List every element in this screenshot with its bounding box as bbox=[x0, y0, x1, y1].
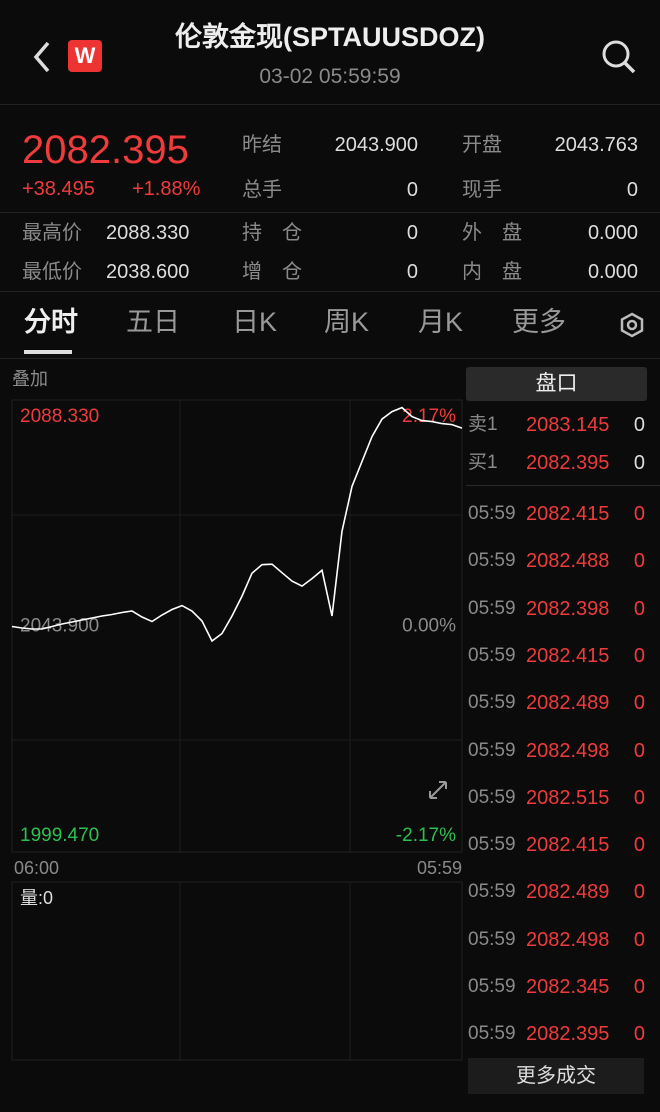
tab[interactable]: 日K bbox=[232, 307, 278, 337]
price-chart: 06:00 05:59 量:0 2088.3302043.9001999.470… bbox=[11, 399, 463, 1061]
trade-volume: 0 bbox=[633, 739, 645, 762]
stat-label: 现手 bbox=[462, 179, 502, 201]
stat-label: 开盘 bbox=[462, 134, 502, 156]
trade-volume: 0 bbox=[633, 692, 645, 715]
title: 伦敦金现(SPTAUUSDOZ) bbox=[175, 22, 485, 52]
overlay-button[interactable]: 叠加 bbox=[12, 369, 48, 389]
more-trades-button[interactable]: 更多成交 bbox=[468, 1058, 644, 1094]
time: 03-02 05:59:59 bbox=[259, 65, 401, 88]
price: 2082.395 bbox=[22, 128, 189, 172]
trade-price: 2082.498 bbox=[526, 739, 610, 762]
x-tick-label: 05:59 bbox=[417, 858, 462, 878]
x-tick-label: 06:00 bbox=[14, 858, 59, 878]
trade-time: 05:59 bbox=[468, 739, 516, 761]
trade-volume: 0 bbox=[633, 1023, 645, 1046]
settings-button[interactable] bbox=[618, 311, 646, 339]
trade-time: 05:59 bbox=[468, 976, 516, 997]
stat-label: 外 盘 bbox=[462, 222, 522, 244]
stat-label: 增 仓 bbox=[242, 261, 302, 283]
y2-tick-label: 2.17% bbox=[402, 406, 456, 427]
price-line bbox=[11, 406, 463, 643]
trade-price: 2082.415 bbox=[526, 644, 610, 667]
change: +38.495 bbox=[22, 178, 95, 200]
logo: W bbox=[68, 40, 102, 72]
trade-price: 2082.489 bbox=[526, 881, 610, 904]
change-pct: +1.88% bbox=[132, 178, 201, 200]
trade-price: 2082.488 bbox=[526, 550, 610, 573]
stat-label: 持 仓 bbox=[242, 222, 302, 244]
trade-volume: 0 bbox=[633, 644, 645, 667]
trade-time: 05:59 bbox=[468, 692, 516, 714]
trade-price: 2082.398 bbox=[526, 597, 610, 620]
trade-price: 2082.415 bbox=[526, 834, 610, 857]
trade-price: 2082.395 bbox=[526, 1023, 610, 1046]
stat-label: 最低价 bbox=[22, 261, 82, 283]
level-price: 2083.145 bbox=[526, 414, 610, 436]
stat-value: 2043.763 bbox=[554, 134, 638, 156]
trade-price: 2082.515 bbox=[526, 786, 610, 809]
stat-value: 0.000 bbox=[587, 222, 638, 244]
order-book-tab[interactable]: 盘口 bbox=[466, 367, 647, 401]
stat-value: 0 bbox=[406, 179, 418, 201]
stat-value: 2043.900 bbox=[334, 134, 418, 156]
level-label: 买1 bbox=[468, 452, 498, 473]
trade-time: 05:59 bbox=[468, 881, 516, 903]
volume-label: 量:0 bbox=[20, 888, 53, 908]
trade-volume: 0 bbox=[633, 976, 645, 998]
tab[interactable]: 周K bbox=[324, 307, 370, 337]
trade-volume: 0 bbox=[633, 834, 645, 857]
trade-time: 05:59 bbox=[468, 928, 516, 950]
trade-volume: 0 bbox=[633, 503, 645, 525]
level-price: 2082.395 bbox=[526, 452, 610, 474]
trade-volume: 0 bbox=[633, 786, 645, 809]
level-label: 卖1 bbox=[468, 414, 498, 435]
trade-price: 2082.415 bbox=[526, 503, 610, 525]
tab[interactable]: 五日 bbox=[126, 307, 180, 337]
stat-value: 0 bbox=[406, 222, 418, 244]
trade-price: 2082.498 bbox=[526, 928, 610, 951]
stat-label: 昨结 bbox=[242, 134, 282, 156]
trade-time: 05:59 bbox=[468, 644, 516, 666]
trade-price: 2082.489 bbox=[526, 692, 610, 715]
level-volume: 0 bbox=[633, 452, 645, 474]
y-tick-label: 2088.330 bbox=[20, 406, 99, 427]
tab[interactable]: 月K bbox=[418, 307, 464, 337]
y2-tick-label: 0.00% bbox=[402, 616, 456, 637]
stat-value: 0.000 bbox=[587, 261, 638, 283]
y-tick-label: 1999.470 bbox=[20, 825, 99, 846]
back-button[interactable] bbox=[30, 40, 54, 74]
trade-volume: 0 bbox=[633, 928, 645, 951]
trade-volume: 0 bbox=[633, 597, 645, 620]
stat-label: 最高价 bbox=[22, 222, 82, 244]
trade-time: 05:59 bbox=[468, 1023, 516, 1045]
stat-label: 总手 bbox=[242, 179, 282, 201]
trade-time: 05:59 bbox=[468, 786, 516, 808]
trade-volume: 0 bbox=[633, 550, 645, 573]
trade-time: 05:59 bbox=[468, 597, 516, 619]
search-button[interactable] bbox=[600, 38, 638, 76]
y2-tick-label: -2.17% bbox=[396, 825, 456, 846]
trade-time: 05:59 bbox=[468, 550, 516, 572]
stat-value: 2088.330 bbox=[106, 222, 190, 244]
trade-price: 2082.345 bbox=[526, 976, 610, 998]
stat-value: 2038.600 bbox=[106, 261, 190, 283]
stat-value: 0 bbox=[626, 179, 638, 201]
tab[interactable]: 分时 bbox=[24, 307, 78, 337]
tab[interactable]: 更多 bbox=[512, 307, 566, 337]
level-volume: 0 bbox=[633, 414, 645, 436]
trade-time: 05:59 bbox=[468, 834, 516, 856]
trade-time: 05:59 bbox=[468, 503, 516, 524]
trade-volume: 0 bbox=[633, 881, 645, 904]
stat-label: 内 盘 bbox=[462, 261, 522, 283]
stat-value: 0 bbox=[406, 261, 418, 283]
